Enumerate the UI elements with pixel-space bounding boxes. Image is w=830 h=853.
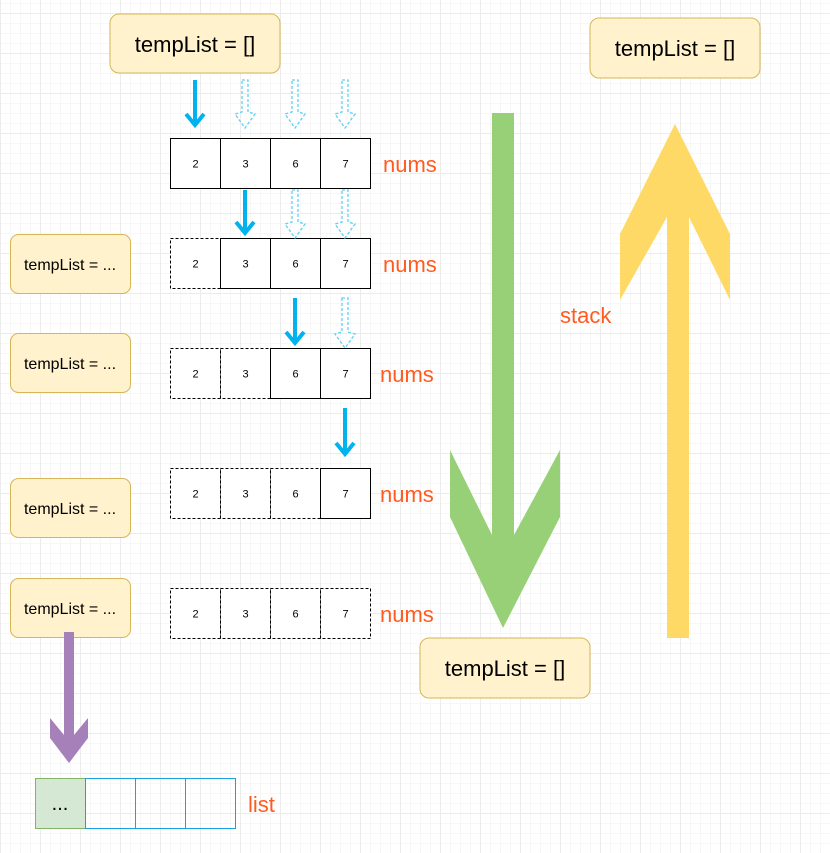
- nums-cell: [220, 238, 271, 289]
- nums-row: 2 3 6 7 nums tempList = ...: [10, 578, 434, 639]
- nums-cell: [170, 238, 221, 289]
- nums-cell-value: 3: [242, 259, 248, 271]
- nums-cell-value: 3: [242, 609, 248, 621]
- top-note: tempList = []: [109, 13, 281, 74]
- nums-cell: [270, 348, 321, 399]
- nums-cell-value: 2: [192, 369, 198, 381]
- nums-cell: [220, 468, 271, 519]
- dashed-arrow-down-icon: [233, 79, 257, 130]
- dashed-arrow-down-icon: [333, 79, 357, 130]
- row-note-text: tempList = ...: [24, 257, 116, 274]
- nums-cell: [320, 468, 371, 519]
- nums-cell-value: 7: [342, 369, 348, 381]
- nums-row: 2 3 6 7 nums tempList = ...: [10, 468, 434, 538]
- nums-cell-value: 2: [192, 259, 198, 271]
- arrow-down-icon: [334, 408, 356, 458]
- nums-cell: [320, 238, 371, 289]
- bottom-note-text: tempList = []: [445, 656, 565, 681]
- row-note-text: tempList = ...: [24, 501, 116, 518]
- dashed-arrow-down-icon: [283, 189, 307, 240]
- nums-cell: [170, 468, 221, 519]
- nums-cell: [270, 138, 321, 189]
- arrow-down-icon: [234, 190, 256, 237]
- nums-cell: [320, 348, 371, 399]
- nums-cell: [220, 348, 271, 399]
- arrow-down-icon: [284, 298, 306, 347]
- dashed-arrow-down-icon: [333, 297, 357, 350]
- nums-row: 2 3 6 7 nums tempList = ...: [10, 333, 434, 399]
- nums-cell-value: 2: [192, 489, 198, 501]
- row-note-text: tempList = ...: [24, 356, 116, 373]
- arrow-down-icon: [184, 80, 206, 129]
- nums-cell-value: 2: [192, 159, 198, 171]
- nums-cell-value: 3: [242, 159, 248, 171]
- nums-row: 2 3 6 7 nums tempList = ...: [10, 234, 437, 294]
- row-note: tempList = ...: [10, 478, 131, 538]
- nums-cell: [170, 348, 221, 399]
- nums-cell-value: 6: [292, 259, 298, 271]
- nums-cell: [270, 238, 321, 289]
- list-first-cell: ...: [52, 793, 69, 815]
- top-right-note-text: tempList = []: [615, 36, 735, 61]
- nums-cell-value: 7: [342, 259, 348, 271]
- bottom-note: tempList = []: [419, 637, 591, 699]
- row-note: tempList = ...: [10, 578, 131, 638]
- nums-cell: [170, 588, 221, 639]
- top-note-text: tempList = []: [135, 32, 255, 57]
- nums-cell: [220, 138, 271, 189]
- nums-cell-value: 6: [292, 369, 298, 381]
- nums-cell-value: 6: [292, 159, 298, 171]
- stack-pop-arrow-icon: [620, 124, 730, 638]
- nums-cell-value: 7: [342, 489, 348, 501]
- nums-cell-value: 3: [242, 369, 248, 381]
- row-note: tempList = ...: [10, 234, 131, 294]
- nums-cell-value: 7: [342, 609, 348, 621]
- list-label: list: [248, 792, 275, 817]
- nums-cell: [270, 588, 321, 639]
- row-note-text: tempList = ...: [24, 601, 116, 618]
- nums-label: nums: [383, 252, 437, 277]
- result-list: ... list: [35, 778, 275, 829]
- stack-label: stack: [560, 303, 612, 328]
- nums-cell: [220, 588, 271, 639]
- nums-label: nums: [380, 362, 434, 387]
- stack-push-arrow-icon: [450, 113, 560, 628]
- dashed-arrow-down-icon: [333, 189, 357, 240]
- top-right-note: tempList = []: [589, 17, 761, 79]
- nums-cell: [320, 138, 371, 189]
- nums-cell-value: 6: [292, 609, 298, 621]
- append-arrow-icon: [50, 632, 88, 763]
- row-note: tempList = ...: [10, 333, 131, 393]
- nums-cell-value: 6: [292, 489, 298, 501]
- nums-cell-value: 3: [242, 489, 248, 501]
- nums-label: nums: [380, 602, 434, 627]
- nums-row: 2 3 6 7 nums: [170, 138, 437, 189]
- dashed-arrow-down-icon: [283, 79, 307, 130]
- nums-cell-value: 2: [192, 609, 198, 621]
- nums-label: nums: [383, 152, 437, 177]
- nums-cell: [320, 588, 371, 639]
- nums-label: nums: [380, 482, 434, 507]
- nums-cell-value: 7: [342, 159, 348, 171]
- nums-cell: [270, 468, 321, 519]
